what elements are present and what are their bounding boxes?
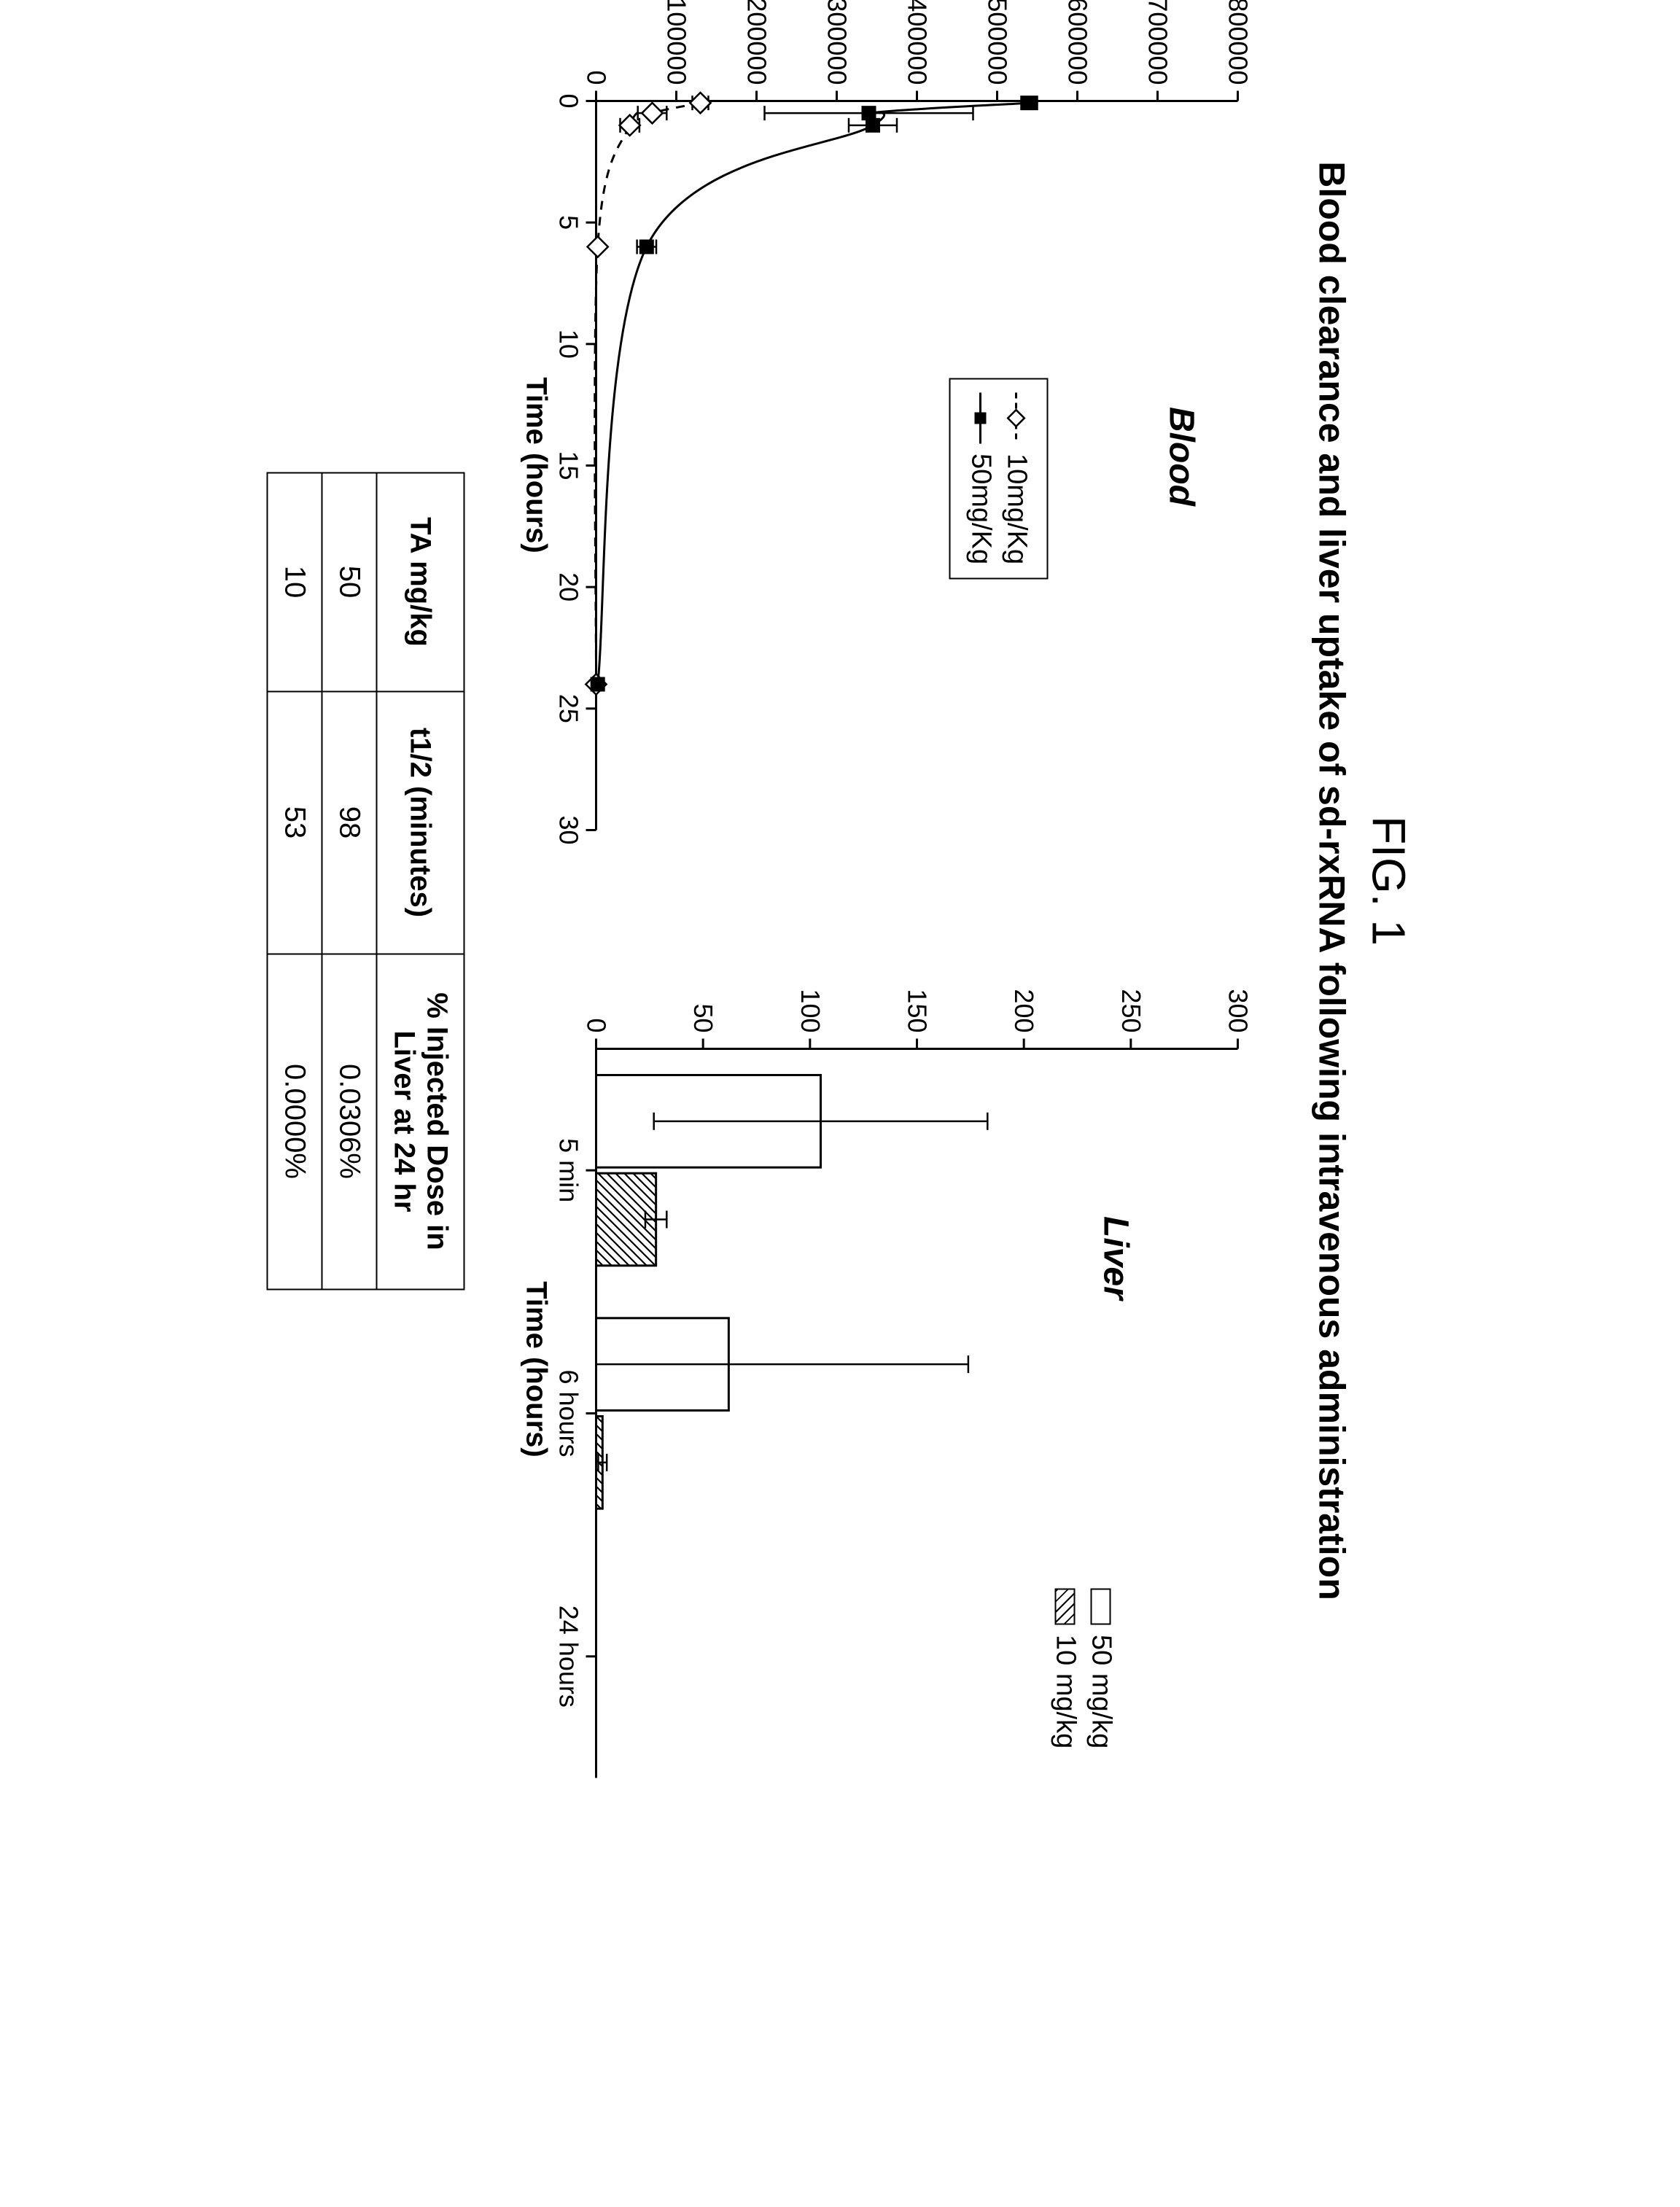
table-cell: 50: [322, 472, 377, 691]
figure-title: Blood clearance and liver uptake of sd-r…: [1311, 0, 1353, 1955]
liver-legend-label-50: 50 mg/kg: [1086, 1635, 1117, 1748]
open-bar-icon: [1091, 1588, 1111, 1624]
blood-legend-label-10: 10mg/Kg: [1001, 454, 1032, 564]
liver-chart: Liver Time (hours) 0 50 100 150 200 250 300 5 m…: [509, 946, 1282, 1807]
blood-legend-label-50: 50mg/Kg: [965, 454, 997, 564]
table-row: 50 98 0.0306%: [322, 472, 377, 1289]
svg-text:250: 250: [1116, 989, 1146, 1032]
table-col-1: t1/2 (minutes): [377, 691, 464, 954]
blood-x-axis-label: Time (hours): [520, 319, 553, 611]
svg-text:600000: 600000: [1063, 0, 1093, 85]
diamond-open-icon: [1006, 392, 1027, 443]
svg-text:15: 15: [554, 451, 584, 480]
table-cell: 53: [268, 691, 322, 954]
svg-text:400000: 400000: [903, 0, 933, 85]
svg-text:500000: 500000: [983, 0, 1013, 85]
blood-panel-label: Blood: [1162, 407, 1202, 506]
liver-chart-svg: 0 50 100 150 200 250 300 5 min 6 hours 24 hours: [509, 946, 1282, 1807]
table-cell: 0.0000%: [268, 954, 322, 1289]
svg-text:0: 0: [554, 93, 584, 108]
liver-legend: 50 mg/kg 10 mg/kg: [1046, 1588, 1121, 1748]
liver-legend-item-10: 10 mg/kg: [1050, 1588, 1081, 1748]
figure-container: FIG. 1 Blood clearance and liver uptake …: [267, 0, 1416, 1955]
svg-text:5: 5: [554, 215, 584, 230]
table-cell: 0.0306%: [322, 954, 377, 1289]
svg-text:100000: 100000: [662, 0, 692, 85]
svg-text:5 min: 5 min: [554, 1138, 584, 1202]
blood-legend-item-50: 50mg/Kg: [965, 392, 997, 564]
svg-text:25: 25: [554, 693, 584, 723]
blood-legend: 10mg/Kg 50mg/Kg: [949, 378, 1049, 579]
data-table: TA mg/kg t1/2 (minutes) % Injected Dose …: [267, 472, 465, 1290]
svg-text:0: 0: [582, 70, 612, 85]
svg-text:150: 150: [903, 989, 933, 1032]
liver-legend-item-50: 50 mg/kg: [1086, 1588, 1117, 1748]
svg-text:200000: 200000: [742, 0, 772, 85]
svg-text:0: 0: [582, 1018, 612, 1032]
svg-text:800000: 800000: [1224, 0, 1253, 85]
svg-text:100: 100: [796, 989, 825, 1032]
table-cell: 10: [268, 472, 322, 691]
liver-legend-label-10: 10 mg/kg: [1050, 1635, 1081, 1748]
liver-panel-label: Liver: [1096, 1216, 1136, 1300]
svg-text:700000: 700000: [1143, 0, 1173, 85]
hatched-bar-icon: [1055, 1588, 1076, 1624]
table-col-0: TA mg/kg: [377, 472, 464, 691]
table-col-2: % Injected Dose in Liver at 24 hr: [377, 954, 464, 1289]
svg-text:6 hours: 6 hours: [554, 1369, 584, 1457]
liver-x-axis-label: Time (hours): [520, 1223, 553, 1515]
charts-row: Blood ng/uL Time (hours) 010000020000030…: [509, 0, 1282, 1955]
svg-text:300: 300: [1224, 989, 1253, 1032]
svg-text:30: 30: [554, 815, 584, 844]
svg-text:300000: 300000: [822, 0, 852, 85]
table-header-row: TA mg/kg t1/2 (minutes) % Injected Dose …: [377, 472, 464, 1289]
svg-text:200: 200: [1009, 989, 1039, 1032]
svg-text:24 hours: 24 hours: [554, 1605, 584, 1707]
table-cell: 98: [322, 691, 377, 954]
svg-text:50: 50: [688, 1003, 718, 1032]
blood-chart: Blood ng/uL Time (hours) 010000020000030…: [509, 0, 1282, 859]
svg-text:10: 10: [554, 329, 584, 358]
table-row: 10 53 0.0000%: [268, 472, 322, 1289]
blood-legend-item-10: 10mg/Kg: [1001, 392, 1032, 564]
square-filled-icon: [970, 392, 992, 443]
svg-text:20: 20: [554, 572, 584, 602]
data-table-wrap: TA mg/kg t1/2 (minutes) % Injected Dose …: [267, 0, 465, 1955]
figure-number: FIG. 1: [1362, 0, 1416, 1955]
